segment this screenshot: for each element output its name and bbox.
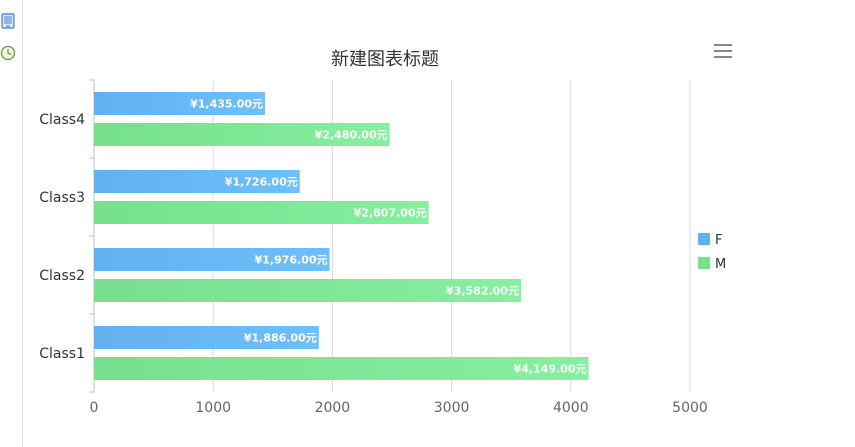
data-label: ¥1,726.00元 [225,176,298,189]
x-tick-label: 3000 [434,400,470,416]
bar[interactable] [94,326,319,349]
x-tick-label: 1000 [195,400,231,416]
bar[interactable] [94,170,300,193]
left-toolbar [0,0,23,447]
y-axis: Class4 Class3 Class2 Class1 [39,79,95,393]
chart-title: 新建图表标题 [331,49,439,70]
category-label: Class4 [39,112,85,128]
tablet-icon[interactable] [0,13,16,29]
bars: ¥1,435.00元 ¥2,480.00元 ¥1,726.00元 ¥2,807.00元… [94,92,589,380]
bar[interactable] [94,201,429,224]
legend-swatch[interactable] [698,233,710,245]
x-tick-label: 5000 [672,400,708,416]
x-axis-ticks: 0 1000 2000 3000 4000 5000 [90,400,708,416]
bar[interactable] [94,123,390,146]
data-label: ¥2,480.00元 [315,129,388,142]
legend-label[interactable]: M [715,257,726,272]
legend: FM [698,233,726,272]
x-tick-label: 4000 [553,400,589,416]
data-label: ¥1,435.00元 [190,98,263,111]
bar[interactable] [94,248,330,271]
data-label: ¥1,886.00元 [244,332,317,345]
legend-label[interactable]: F [715,233,722,248]
x-tick-label: 0 [90,400,99,416]
clock-icon[interactable] [0,45,16,61]
data-label: ¥3,582.00元 [446,285,519,298]
data-label: ¥4,149.00元 [514,363,587,376]
bar[interactable] [94,279,521,302]
data-label: ¥2,807.00元 [354,207,427,220]
x-tick-label: 2000 [315,400,351,416]
hamburger-menu-icon[interactable] [714,44,732,58]
bar[interactable] [94,357,589,380]
category-label: Class3 [39,190,85,206]
data-label: ¥1,976.00元 [255,254,328,267]
legend-swatch[interactable] [698,257,710,269]
bar[interactable] [94,92,266,115]
category-label: Class2 [39,268,85,284]
category-label: Class1 [39,346,85,362]
